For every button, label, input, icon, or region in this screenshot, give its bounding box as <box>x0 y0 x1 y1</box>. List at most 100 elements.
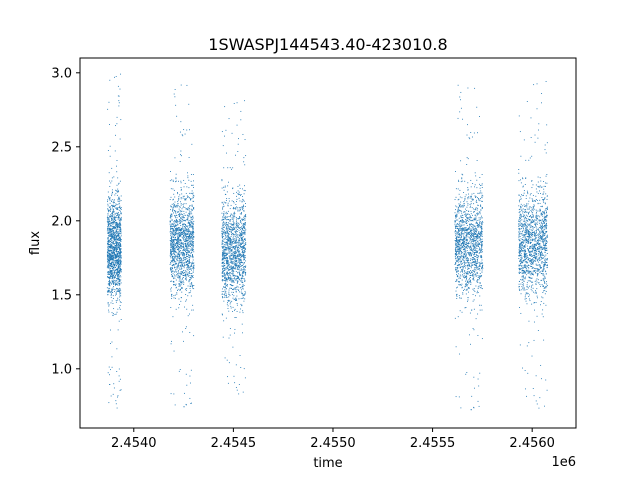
data-point <box>232 237 234 239</box>
data-point <box>237 247 238 249</box>
data-point <box>478 219 480 221</box>
data-point <box>117 275 119 277</box>
data-point <box>187 214 189 216</box>
data-point <box>468 219 470 221</box>
data-point <box>228 228 230 230</box>
data-point <box>470 243 472 245</box>
data-point <box>189 215 191 217</box>
data-point <box>112 221 114 223</box>
data-point <box>457 258 459 260</box>
data-point <box>109 228 111 229</box>
data-point <box>242 133 244 135</box>
data-point <box>189 269 191 270</box>
data-point <box>170 233 171 235</box>
data-point <box>457 273 459 275</box>
data-point <box>187 227 189 229</box>
data-point <box>466 245 468 247</box>
data-point <box>459 96 461 98</box>
data-point <box>171 206 173 208</box>
data-point <box>230 240 232 242</box>
data-point <box>224 238 226 240</box>
data-point <box>117 290 119 292</box>
data-point <box>242 242 244 244</box>
data-point <box>178 253 180 255</box>
data-point <box>222 233 224 235</box>
data-point <box>116 263 118 265</box>
data-point <box>114 206 116 208</box>
data-point <box>176 267 178 269</box>
data-point <box>241 238 243 240</box>
data-point <box>470 232 472 234</box>
data-point <box>170 240 172 242</box>
data-point <box>113 252 115 254</box>
data-point <box>240 291 242 293</box>
data-point <box>110 369 111 371</box>
data-point <box>188 243 190 245</box>
data-point <box>184 265 186 266</box>
data-point <box>241 206 243 208</box>
data-point <box>223 189 225 191</box>
data-point <box>242 267 244 268</box>
data-point <box>223 264 225 266</box>
data-point <box>228 310 230 312</box>
data-point <box>242 272 244 274</box>
data-point <box>108 255 110 257</box>
data-point <box>108 221 110 223</box>
data-point <box>173 264 175 266</box>
data-point <box>171 241 173 243</box>
data-point <box>236 220 237 222</box>
data-point <box>243 269 245 271</box>
data-point <box>233 246 235 248</box>
data-point <box>119 251 121 253</box>
data-point <box>479 265 481 267</box>
data-point <box>238 246 239 248</box>
data-point <box>183 235 185 237</box>
data-point <box>231 288 233 289</box>
data-point <box>225 217 227 219</box>
data-point <box>223 256 225 258</box>
data-point <box>179 275 181 277</box>
data-point <box>177 263 179 265</box>
data-point <box>244 223 246 225</box>
data-point <box>229 248 231 250</box>
data-point <box>223 268 225 270</box>
data-point <box>237 190 239 192</box>
data-point <box>107 238 108 240</box>
data-point <box>464 250 466 252</box>
data-point <box>174 203 176 205</box>
data-point <box>185 220 187 222</box>
data-point <box>182 238 184 239</box>
data-point <box>229 226 231 227</box>
data-point <box>234 278 236 280</box>
data-point <box>108 251 110 253</box>
data-point <box>113 387 115 389</box>
data-point <box>238 238 240 239</box>
data-point <box>471 395 473 397</box>
data-point <box>119 266 121 267</box>
data-point <box>111 254 113 256</box>
data-point <box>238 265 240 267</box>
data-point <box>188 179 190 181</box>
data-point <box>221 131 223 133</box>
data-point <box>115 284 116 286</box>
data-point <box>244 231 246 233</box>
data-point <box>178 251 180 253</box>
data-point <box>231 270 233 272</box>
data-point <box>117 245 119 246</box>
data-point <box>455 260 457 262</box>
data-point <box>243 255 245 257</box>
data-point <box>185 236 187 238</box>
data-point <box>118 229 120 231</box>
data-point <box>188 225 190 227</box>
data-point <box>183 340 184 342</box>
data-point <box>458 198 460 200</box>
data-point <box>118 273 120 275</box>
data-point <box>115 240 117 242</box>
data-point <box>106 266 108 268</box>
data-point <box>192 263 194 265</box>
data-point <box>118 238 119 239</box>
data-point <box>244 293 246 295</box>
data-point <box>458 284 460 286</box>
data-point <box>180 211 182 213</box>
data-point <box>116 204 118 206</box>
